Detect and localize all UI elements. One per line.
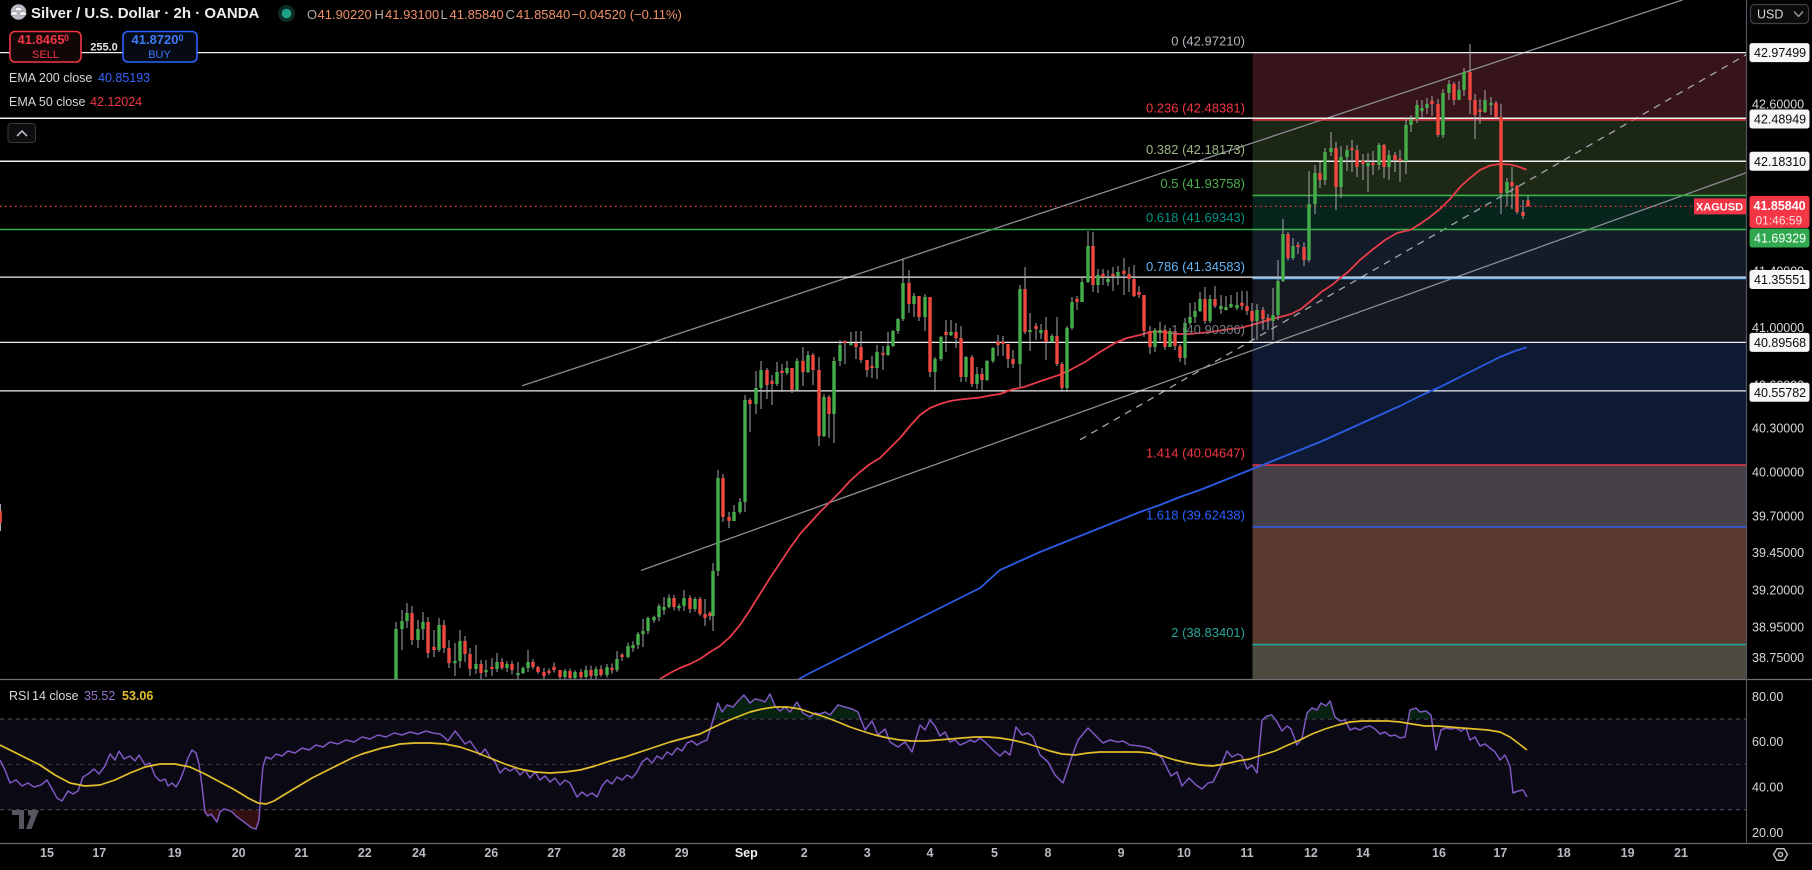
- svg-text:C: C: [506, 7, 515, 22]
- svg-text:L: L: [441, 7, 448, 22]
- svg-text:40.30000: 40.30000: [1752, 422, 1804, 436]
- svg-text:41.8465: 41.8465: [18, 32, 65, 47]
- svg-text:2 (38.83401): 2 (38.83401): [1171, 625, 1245, 640]
- svg-text:38.95000: 38.95000: [1752, 621, 1804, 635]
- svg-text:42.97499: 42.97499: [1754, 46, 1806, 60]
- svg-text:5: 5: [991, 846, 998, 860]
- svg-text:16: 16: [1432, 846, 1446, 860]
- svg-text:24: 24: [412, 846, 426, 860]
- svg-text:11: 11: [1240, 846, 1253, 860]
- svg-text:41.90220: 41.90220: [318, 7, 372, 22]
- svg-text:26: 26: [484, 846, 498, 860]
- svg-text:41.8720: 41.8720: [132, 32, 179, 47]
- svg-text:0.618 (41.69343): 0.618 (41.69343): [1146, 210, 1245, 225]
- svg-text:40.89568: 40.89568: [1754, 336, 1806, 350]
- svg-text:2: 2: [801, 846, 808, 860]
- svg-text:01:46:59: 01:46:59: [1756, 213, 1803, 227]
- svg-text:0.382 (42.18173): 0.382 (42.18173): [1146, 142, 1245, 157]
- svg-text:39.70000: 39.70000: [1752, 509, 1804, 523]
- svg-text:39.45000: 39.45000: [1752, 546, 1804, 560]
- svg-text:XAGUSD: XAGUSD: [1696, 201, 1743, 213]
- svg-text:Silver / U.S. Dollar · 2h · OA: Silver / U.S. Dollar · 2h · OANDA: [31, 5, 260, 22]
- svg-text:20: 20: [232, 846, 246, 860]
- svg-text:255.0: 255.0: [90, 42, 118, 54]
- svg-text:38.75000: 38.75000: [1752, 651, 1804, 665]
- svg-text:40.00000: 40.00000: [1752, 465, 1804, 479]
- svg-text:41.93100: 41.93100: [385, 7, 439, 22]
- svg-text:3: 3: [864, 846, 871, 860]
- svg-text:0: 0: [179, 33, 184, 43]
- svg-text:41.35551: 41.35551: [1754, 273, 1806, 287]
- svg-text:40.55782: 40.55782: [1754, 386, 1806, 400]
- svg-text:10: 10: [1177, 846, 1191, 860]
- svg-text:RSI: RSI: [9, 689, 30, 703]
- svg-text:35.52: 35.52: [84, 689, 115, 703]
- svg-text:40.00: 40.00: [1752, 781, 1783, 795]
- svg-text:12: 12: [1304, 846, 1318, 860]
- svg-text:EMA 200 close: EMA 200 close: [9, 71, 92, 85]
- svg-text:0.786 (41.34583): 0.786 (41.34583): [1146, 259, 1245, 274]
- svg-text:9: 9: [1118, 846, 1125, 860]
- svg-text:Sep: Sep: [735, 846, 758, 860]
- svg-text:39.20000: 39.20000: [1752, 583, 1804, 597]
- svg-text:18: 18: [1557, 846, 1571, 860]
- svg-text:42.18310: 42.18310: [1754, 155, 1806, 169]
- svg-text:0.5 (41.93758): 0.5 (41.93758): [1160, 176, 1245, 191]
- svg-text:SELL: SELL: [32, 49, 59, 61]
- svg-text:60.00: 60.00: [1752, 735, 1783, 749]
- svg-text:29: 29: [675, 846, 689, 860]
- svg-text:20.00: 20.00: [1752, 826, 1783, 840]
- svg-text:19: 19: [168, 846, 182, 860]
- svg-text:80.00: 80.00: [1752, 690, 1783, 704]
- svg-text:14: 14: [1356, 846, 1370, 860]
- svg-text:−0.04520 (−0.11%): −0.04520 (−0.11%): [572, 7, 682, 22]
- svg-text:14 close: 14 close: [32, 689, 79, 703]
- svg-text:15: 15: [40, 846, 54, 860]
- svg-text:H: H: [375, 7, 384, 22]
- svg-text:41.85840: 41.85840: [516, 7, 570, 22]
- svg-text:41.85840: 41.85840: [1754, 199, 1806, 213]
- svg-text:EMA 50 close: EMA 50 close: [9, 95, 85, 109]
- svg-text:41.00000: 41.00000: [1752, 321, 1804, 335]
- svg-text:O: O: [307, 7, 317, 22]
- svg-text:1.618 (39.62438): 1.618 (39.62438): [1146, 507, 1245, 522]
- svg-text:22: 22: [358, 846, 372, 860]
- svg-text:8: 8: [1045, 846, 1052, 860]
- svg-text:1.414 (40.04647): 1.414 (40.04647): [1146, 446, 1245, 461]
- svg-text:USD: USD: [1757, 8, 1783, 22]
- svg-text:21: 21: [1674, 846, 1688, 860]
- svg-text:17: 17: [1493, 846, 1507, 860]
- svg-text:42.48949: 42.48949: [1754, 113, 1806, 127]
- svg-text:0: 0: [64, 33, 69, 43]
- svg-text:1 (40.90306): 1 (40.90306): [1171, 322, 1245, 337]
- svg-text:40.85193: 40.85193: [98, 71, 150, 85]
- svg-text:41.69329: 41.69329: [1754, 232, 1806, 246]
- svg-text:17: 17: [92, 846, 106, 860]
- svg-text:19: 19: [1621, 846, 1635, 860]
- svg-text:BUY: BUY: [148, 49, 171, 61]
- svg-text:41.85840: 41.85840: [450, 7, 504, 22]
- svg-text:0.236 (42.48381): 0.236 (42.48381): [1146, 100, 1245, 115]
- svg-text:53.06: 53.06: [122, 689, 153, 703]
- svg-text:4: 4: [927, 846, 934, 860]
- svg-text:42.12024: 42.12024: [90, 95, 142, 109]
- svg-text:28: 28: [612, 846, 626, 860]
- svg-text:0 (42.97210): 0 (42.97210): [1171, 34, 1245, 49]
- svg-text:21: 21: [294, 846, 308, 860]
- svg-text:42.60000: 42.60000: [1752, 97, 1804, 111]
- svg-text:27: 27: [547, 846, 561, 860]
